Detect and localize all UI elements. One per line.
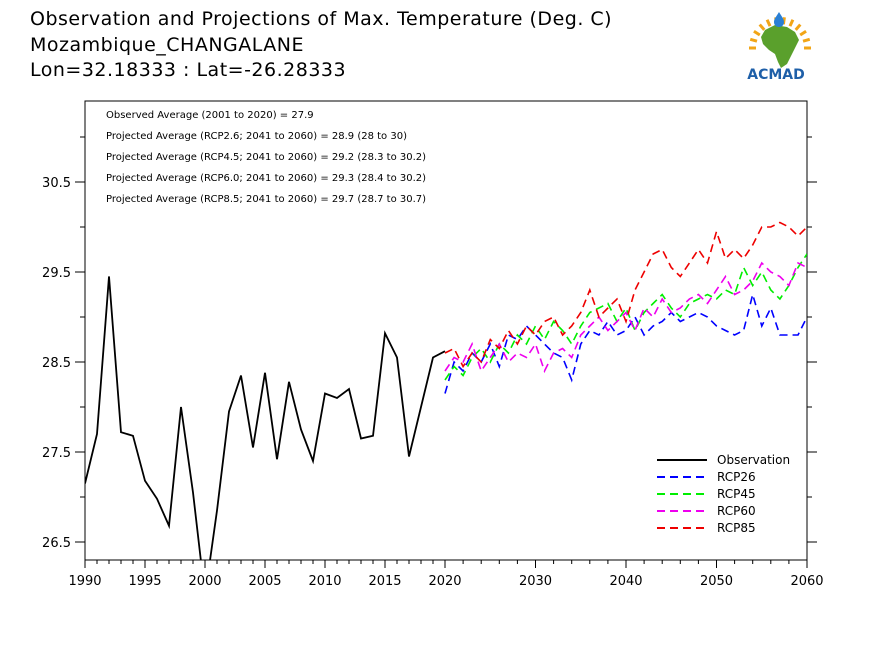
annotation-block: Observed Average (2001 to 2020) = 27.9 P…: [106, 110, 426, 205]
chart-title-line-3: Lon=32.18333 : Lat=-26.28333: [30, 59, 347, 81]
y-tick-label: 29.5: [42, 266, 71, 281]
sun-ray: [749, 37, 758, 43]
sun-ray: [802, 37, 811, 43]
y-tick-label: 28.5: [42, 356, 71, 371]
annotation-observed-average: Observed Average (2001 to 2020) = 27.9: [106, 110, 314, 121]
annotation-rcp26-average: Projected Average (RCP2.6; 2041 to 2060)…: [106, 131, 407, 142]
x-tick-label: 2015: [368, 574, 401, 589]
sun-ray: [758, 23, 766, 31]
sun-ray: [753, 29, 761, 37]
series-line-rcp26: [444, 291, 807, 394]
annotation-rcp60-average: Projected Average (RCP6.0; 2041 to 2060)…: [106, 173, 426, 184]
axes: 26.5 27.5 28.5 29.5 30.5 1990 1995 2000 2005 2010…: [42, 136, 824, 589]
annotation-rcp85-average: Projected Average (RCP8.5; 2041 to 2060)…: [106, 194, 426, 205]
x-tick-label: 2040: [609, 574, 642, 589]
x-tick-label: 2000: [188, 574, 221, 589]
plot-frame: [84, 100, 808, 561]
legend-label-observation: Observation: [717, 453, 790, 467]
x-tick-label: 2020: [428, 574, 461, 589]
logo-text: ACMAD: [747, 67, 805, 83]
sun-ray: [799, 29, 807, 37]
sun-ray: [794, 23, 802, 31]
series-line-rcp60: [444, 261, 807, 374]
africa-map-icon: [761, 25, 799, 68]
x-tick-label: 2030: [519, 574, 552, 589]
legend: Observation RCP26 RCP45 RCP60 RCP85: [657, 453, 790, 535]
x-tick-label: 2050: [700, 574, 733, 589]
x-tick-label: 2060: [790, 574, 823, 589]
series-line-rcp85: [444, 221, 807, 369]
water-drop-icon: [774, 12, 784, 27]
series-line-observation: [85, 276, 446, 560]
y-tick-label: 30.5: [42, 176, 71, 191]
sun-ray: [788, 19, 795, 27]
series-line-rcp45: [444, 253, 807, 381]
legend-label-rcp85: RCP85: [717, 521, 756, 535]
x-tick-label: 2005: [248, 574, 281, 589]
chart-title-line-1: Observation and Projections of Max. Temp…: [30, 8, 613, 30]
legend-label-rcp60: RCP60: [717, 504, 756, 518]
acmad-logo: ACMAD: [747, 12, 811, 83]
y-tick-label: 27.5: [42, 446, 71, 461]
y-tick-label: 26.5: [42, 536, 71, 551]
annotation-rcp45-average: Projected Average (RCP4.5; 2041 to 2060)…: [106, 152, 426, 163]
x-tick-label: 1990: [68, 574, 101, 589]
chart-title-line-2: Mozambique_CHANGALANE: [30, 34, 304, 56]
legend-label-rcp26: RCP26: [717, 470, 756, 484]
x-tick-label: 1995: [128, 574, 161, 589]
legend-label-rcp45: RCP45: [717, 487, 756, 501]
x-tick-label: 2010: [308, 574, 341, 589]
sun-ray: [765, 19, 772, 27]
series-layer: [85, 221, 807, 560]
